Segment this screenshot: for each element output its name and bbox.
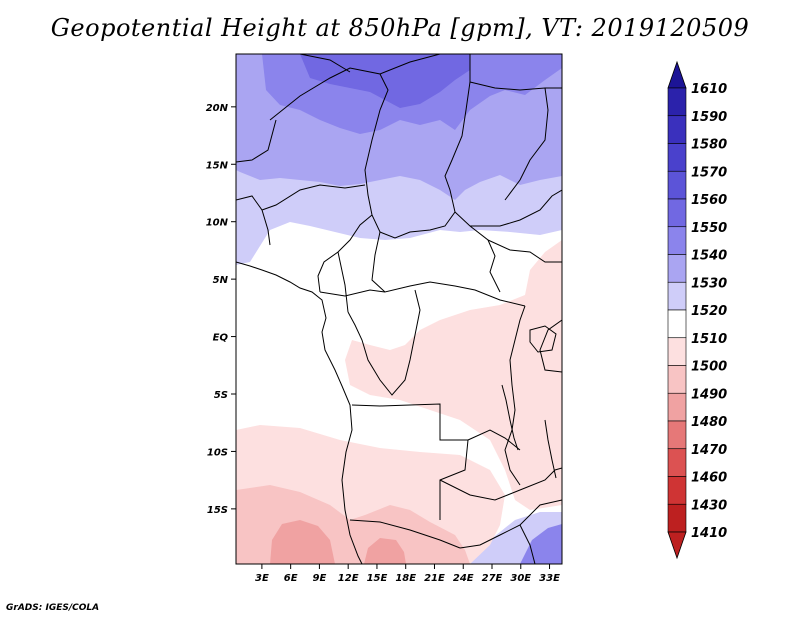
lake-victoria bbox=[529, 325, 557, 353]
border-east bbox=[504, 87, 562, 373]
colorbar-label: 1470 bbox=[691, 443, 727, 458]
colorbar-bottom-triangle bbox=[667, 531, 687, 560]
x-tick-label: 30E bbox=[510, 573, 531, 584]
colorbar-label: 1480 bbox=[691, 415, 727, 430]
colorbar-box bbox=[667, 198, 687, 228]
y-tick-label: 10S bbox=[207, 447, 228, 458]
colorbar: 1610 1590 1580 1570 1560 1550 1540 1530 1520 1510… bbox=[667, 60, 727, 560]
colorbar-box bbox=[667, 503, 687, 533]
colorbar-label: 1460 bbox=[691, 471, 727, 486]
colorbar-label: 1410 bbox=[691, 526, 727, 541]
colorbar-box bbox=[667, 281, 687, 311]
y-tick-label: EQ bbox=[213, 333, 229, 344]
colorbar-label: 1510 bbox=[691, 332, 727, 347]
colorbar-label: 1500 bbox=[691, 360, 727, 375]
colorbar-box bbox=[667, 392, 687, 422]
x-tick-label: 9E bbox=[313, 573, 327, 584]
colorbar-label: 1590 bbox=[691, 110, 727, 125]
border-drc-east bbox=[504, 305, 526, 486]
colorbar-label: 1490 bbox=[691, 387, 727, 402]
lake-malawi bbox=[544, 419, 557, 479]
x-tick-label: 3E bbox=[255, 573, 269, 584]
x-tick-label: 21E bbox=[424, 573, 445, 584]
field-southeast-higher bbox=[520, 524, 562, 564]
colorbar-label: 1570 bbox=[691, 165, 727, 180]
y-tick-label: 5N bbox=[213, 275, 229, 286]
colorbar-label: 1550 bbox=[691, 221, 727, 236]
y-tick-label: 10N bbox=[206, 218, 229, 229]
border-cameroon bbox=[317, 214, 386, 313]
colorbar-label: 1430 bbox=[691, 498, 727, 513]
x-tick-label: 24E bbox=[453, 573, 474, 584]
border-zambia bbox=[439, 429, 562, 501]
colorbar-box bbox=[667, 365, 687, 394]
border-north bbox=[299, 54, 562, 91]
colorbar-label: 1610 bbox=[691, 82, 727, 97]
colorbar-box bbox=[667, 87, 687, 117]
boundaries bbox=[236, 54, 562, 564]
y-tick-label: 20N bbox=[206, 103, 229, 114]
field-lowest-south-west bbox=[270, 520, 335, 564]
credit-label: GrADS: IGES/COLA bbox=[6, 603, 100, 613]
border-southeast bbox=[459, 499, 562, 564]
axes: 3E 6E 9E 12E 15E 18E 21E 24E 27E 30E 33E 20N 15N 10N 5… bbox=[206, 103, 560, 584]
lake-tanganyika bbox=[501, 384, 519, 451]
colorbar-label: 1530 bbox=[691, 276, 727, 291]
colorbar-label: 1540 bbox=[691, 249, 727, 264]
colorbar-box bbox=[667, 115, 687, 144]
map-fields bbox=[236, 54, 562, 564]
plot-frame bbox=[235, 53, 563, 565]
border-congo bbox=[347, 289, 421, 396]
colorbar-box bbox=[667, 420, 687, 450]
colorbar-top-triangle bbox=[667, 60, 687, 89]
x-tick-label: 27E bbox=[482, 573, 503, 584]
colorbar-box bbox=[667, 254, 687, 283]
colorbar-label: 1520 bbox=[691, 304, 727, 319]
border-angola bbox=[349, 403, 469, 549]
border-car bbox=[371, 211, 526, 307]
colorbar-box bbox=[667, 170, 687, 200]
colorbar-box bbox=[667, 143, 687, 172]
x-tick-label: 18E bbox=[395, 573, 416, 584]
x-tick-label: 12E bbox=[338, 573, 359, 584]
border-sudan bbox=[470, 189, 562, 263]
border-west-africa bbox=[236, 119, 366, 246]
y-tick-label: 15N bbox=[206, 160, 229, 171]
field-lowest-south-east bbox=[364, 538, 406, 564]
coastline-west bbox=[236, 261, 363, 564]
x-tick-label: 6E bbox=[284, 573, 298, 584]
colorbar-label: 1560 bbox=[691, 193, 727, 208]
chart-title: Geopotential Height at 850hPa [gpm], VT:… bbox=[50, 14, 750, 42]
colorbar-box bbox=[667, 476, 687, 505]
y-tick-label: 5S bbox=[214, 390, 228, 401]
x-tick-label: 33E bbox=[539, 573, 560, 584]
border-sahel bbox=[269, 54, 471, 239]
colorbar-box bbox=[667, 337, 687, 366]
colorbar-box bbox=[667, 309, 687, 339]
colorbar-box bbox=[667, 448, 687, 477]
colorbar-label: 1580 bbox=[691, 138, 727, 153]
colorbar-box bbox=[667, 226, 687, 255]
y-tick-label: 15S bbox=[207, 505, 228, 516]
x-tick-label: 15E bbox=[367, 573, 388, 584]
